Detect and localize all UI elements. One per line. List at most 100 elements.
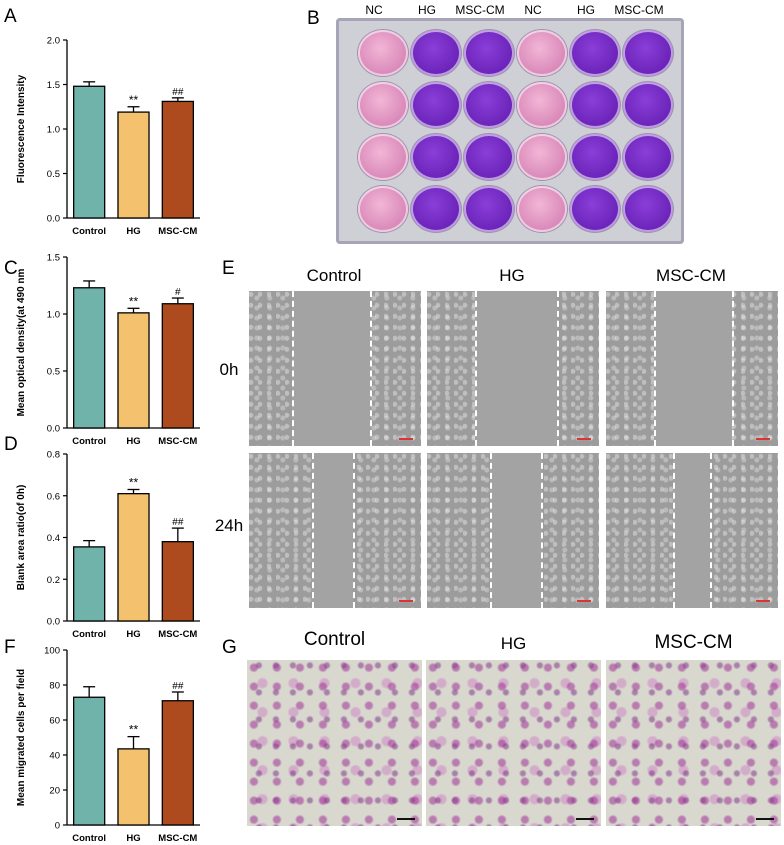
bar-c-hg [117, 312, 150, 429]
wound-edge-line [732, 291, 734, 446]
x-tick-label-c-msccm: MSC-CM [158, 436, 197, 447]
scale-bar [756, 600, 770, 602]
plate-well [411, 30, 461, 76]
transwell-col-label-msccm: MSC-CM [654, 632, 733, 653]
wound-micrograph [427, 453, 599, 608]
wound-edge-line [654, 291, 656, 446]
panel-letter-f: F [4, 637, 16, 658]
plate-well [411, 82, 461, 128]
plate-well [623, 186, 673, 232]
wound-micrograph [249, 453, 421, 608]
wound-gap-area [312, 453, 353, 608]
y-tick-label-f: 60 [49, 716, 60, 727]
panel-letter-d: D [4, 434, 18, 455]
wound-gap-area [673, 453, 710, 608]
plate-well [623, 134, 673, 180]
x-tick-label-c-hg: HG [126, 436, 140, 447]
y-tick-label-d: 0.6 [47, 491, 60, 502]
wound-micrograph [606, 453, 778, 608]
wound-edge-line [710, 453, 712, 608]
bar-a-msccm [161, 100, 194, 219]
x-tick-label-f-hg: HG [126, 833, 140, 844]
panel-letter-c: C [4, 258, 18, 279]
y-tick-label-a: 1.0 [47, 125, 60, 136]
wound-row-label-24h: 24h [214, 516, 244, 535]
transwell-col-label-control: Control [303, 629, 366, 650]
plate-well [358, 134, 408, 180]
y-tick-label-f: 40 [49, 751, 60, 762]
wound-edge-line [292, 291, 294, 446]
plate-well [464, 186, 514, 232]
scale-bar [756, 818, 774, 820]
plate-header-label: MSC-CM [614, 3, 664, 17]
panel-letter-b: B [307, 8, 320, 29]
x-tick-label-a-msccm: MSC-CM [158, 226, 197, 237]
wound-edge-line [673, 453, 675, 608]
wound-edge-line [541, 453, 543, 608]
y-tick-label-c: 1.0 [47, 310, 60, 321]
bar-c-control [73, 287, 106, 429]
wound-gap-area [490, 453, 541, 608]
y-tick-label-c: 0.0 [47, 424, 60, 435]
y-tick-label-d: 0.2 [47, 575, 60, 586]
panel-letter-g: G [222, 637, 237, 658]
scale-bar [399, 600, 413, 602]
culture-plate-photo [336, 18, 684, 244]
plate-well [411, 186, 461, 232]
y-tick-label-f: 80 [49, 681, 60, 692]
scale-bar [577, 600, 591, 602]
y-tick-label-d: 0.8 [47, 450, 60, 461]
plate-well [570, 82, 620, 128]
bar-d-control [73, 546, 106, 622]
panel-letter-a: A [4, 6, 17, 27]
scale-bar [576, 818, 594, 820]
bar-f-hg [117, 748, 150, 826]
y-tick-label-a: 2.0 [47, 36, 60, 47]
x-tick-label-a-control: Control [72, 226, 106, 237]
plate-header-label: HG [418, 3, 436, 17]
plate-well [464, 82, 514, 128]
significance-label-a-msccm: ## [172, 87, 184, 98]
plate-well [517, 30, 567, 76]
scale-bar [399, 438, 413, 440]
x-tick-label-d-msccm: MSC-CM [158, 629, 197, 640]
significance-label-d-msccm: ## [172, 517, 184, 528]
plate-well [570, 186, 620, 232]
plate-well [517, 134, 567, 180]
y-axis-label-f: Mean migrated cells per field [16, 669, 27, 806]
bar-f-control [73, 696, 106, 826]
wound-micrograph [606, 291, 778, 446]
y-tick-label-d: 0.4 [47, 533, 60, 544]
plate-header-label: MSC-CM [455, 3, 505, 17]
plate-well [623, 30, 673, 76]
bar-a-hg [117, 111, 150, 219]
y-tick-label-a: 0.0 [47, 214, 60, 225]
plate-well [570, 30, 620, 76]
y-tick-label-d: 0.0 [47, 617, 60, 628]
wound-col-label-control: Control [306, 266, 362, 285]
significance-label-c-hg: ** [129, 294, 139, 308]
plate-well [358, 30, 408, 76]
wound-gap-area [292, 291, 370, 446]
y-tick-label-c: 1.5 [47, 253, 60, 264]
transwell-micrograph [247, 660, 422, 826]
x-tick-label-f-control: Control [72, 833, 106, 844]
scale-bar [577, 438, 591, 440]
significance-label-f-msccm: ## [172, 681, 184, 692]
scale-bar [756, 438, 770, 440]
panel-letter-e: E [222, 258, 235, 279]
bar-c-msccm [161, 303, 194, 429]
plate-well [411, 134, 461, 180]
bar-f-msccm [161, 700, 194, 826]
wound-edge-line [557, 291, 559, 446]
wound-edge-line [353, 453, 355, 608]
x-tick-label-a-hg: HG [126, 226, 140, 237]
transwell-micrograph [426, 660, 601, 826]
plate-well [464, 134, 514, 180]
y-tick-label-a: 1.5 [47, 80, 60, 91]
significance-label-c-msccm: # [175, 287, 181, 298]
wound-micrograph [249, 291, 421, 446]
